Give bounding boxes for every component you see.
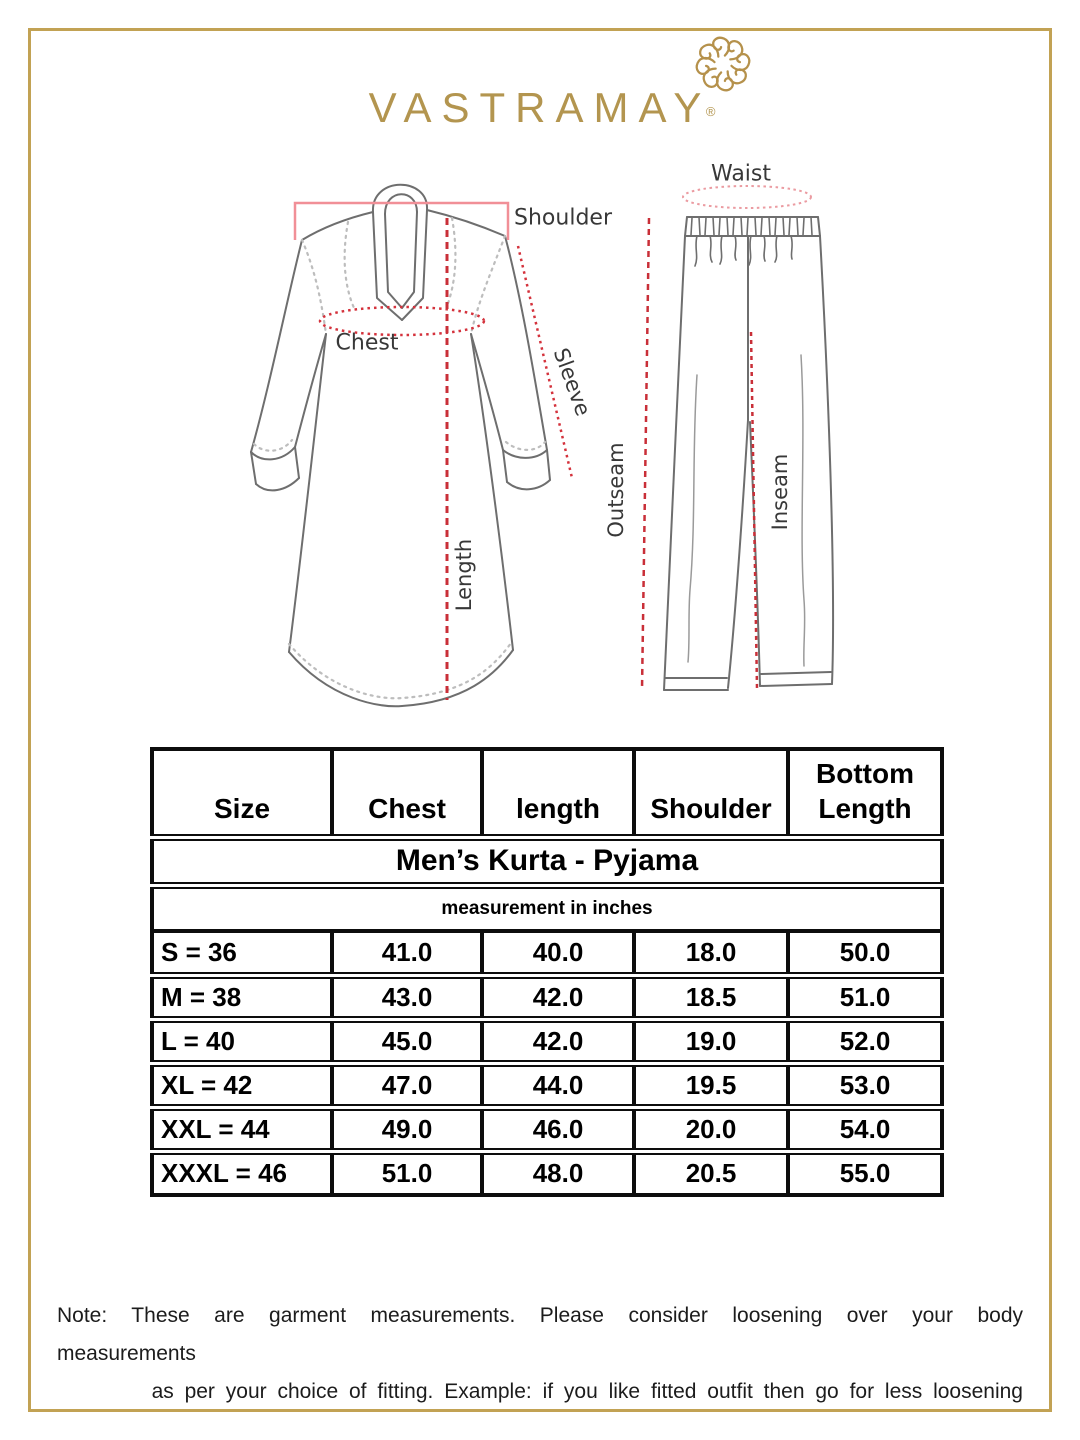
chest-cell: 43.0 xyxy=(330,973,484,1023)
chest-cell: 51.0 xyxy=(330,1149,484,1197)
shoulder-label: Shoulder xyxy=(514,205,612,231)
table-subtitle: measurement in inches xyxy=(150,883,944,933)
chest-cell: 41.0 xyxy=(330,929,484,979)
bottom-length-cell: 54.0 xyxy=(786,1105,944,1155)
chest-cell: 45.0 xyxy=(330,1017,484,1067)
waist-label: Waist xyxy=(710,161,772,187)
length-cell: 42.0 xyxy=(480,1017,636,1067)
column-header-length: length xyxy=(480,747,636,841)
note-line-1: Note: These are garment measurements. Pl… xyxy=(57,1304,1023,1365)
shoulder-cell: 20.5 xyxy=(632,1149,790,1197)
chest-cell: 49.0 xyxy=(330,1105,484,1155)
size-cell: M = 38 xyxy=(150,973,334,1023)
length-cell: 42.0 xyxy=(480,973,636,1023)
length-cell: 46.0 xyxy=(480,1105,636,1155)
bottom-length-cell: 50.0 xyxy=(786,929,944,979)
chest-label: Chest xyxy=(335,330,399,356)
length-label: Length xyxy=(452,538,476,612)
size-cell: L = 40 xyxy=(150,1017,334,1067)
table-row: L = 40 45.0 42.0 19.0 52.0 xyxy=(150,1017,944,1067)
table-title: Men’s Kurta - Pyjama xyxy=(150,835,944,889)
table-row: XL = 42 47.0 44.0 19.5 53.0 xyxy=(150,1061,944,1111)
size-chart-table: Men’s Kurta - Pyjama measurement in inch… xyxy=(150,747,944,1197)
bottom-length-cell: 52.0 xyxy=(786,1017,944,1067)
brand-header: VASTRAMAY ® xyxy=(0,36,1080,132)
pyjama-drawing xyxy=(640,185,835,691)
bottom-length-cell: 51.0 xyxy=(786,973,944,1023)
table-row: S = 36 41.0 40.0 18.0 50.0 xyxy=(150,929,944,979)
column-header-chest: Chest xyxy=(330,747,484,841)
measurement-diagram: Shoulder Chest Sleeve Length Waist Outse… xyxy=(0,150,1080,750)
chest-cell: 47.0 xyxy=(330,1061,484,1111)
column-header-bottom-length: Bottom Length xyxy=(786,747,944,841)
kurta-drawing xyxy=(250,183,574,708)
size-cell: S = 36 xyxy=(150,929,334,979)
bottom-length-cell: 55.0 xyxy=(786,1149,944,1197)
measurement-note: Note: These are garment measurements. Pl… xyxy=(57,1297,1023,1411)
length-cell: 40.0 xyxy=(480,929,636,979)
bottom-length-cell: 53.0 xyxy=(786,1061,944,1111)
floral-ornament-icon xyxy=(696,36,751,92)
shoulder-cell: 19.0 xyxy=(632,1017,790,1067)
size-cell: XL = 42 xyxy=(150,1061,334,1111)
note-line-2: as per your choice of fitting. Example: … xyxy=(151,1380,1023,1403)
table-row: XXL = 44 49.0 46.0 20.0 54.0 xyxy=(150,1105,944,1155)
length-cell: 44.0 xyxy=(480,1061,636,1111)
shoulder-cell: 19.5 xyxy=(632,1061,790,1111)
shoulder-cell: 20.0 xyxy=(632,1105,790,1155)
table-header-row: Size Chest length Shoulder Bottom Length xyxy=(150,747,944,841)
table-row: M = 38 43.0 42.0 18.5 51.0 xyxy=(150,973,944,1023)
table-subtitle-row: measurement in inches xyxy=(150,883,944,933)
brand-logo-text: VASTRAMAY xyxy=(368,84,712,131)
length-cell: 48.0 xyxy=(480,1149,636,1197)
outseam-label: Outseam xyxy=(604,442,628,538)
table-title-row: Men’s Kurta - Pyjama xyxy=(150,835,944,889)
column-header-size: Size xyxy=(150,747,334,841)
column-header-shoulder: Shoulder xyxy=(632,747,790,841)
registered-trademark-symbol: ® xyxy=(705,104,716,119)
shoulder-cell: 18.5 xyxy=(632,973,790,1023)
inseam-label: Inseam xyxy=(768,453,792,531)
size-cell: XXXL = 46 xyxy=(150,1149,334,1197)
shoulder-cell: 18.0 xyxy=(632,929,790,979)
table-row: XXXL = 46 51.0 48.0 20.5 55.0 xyxy=(150,1149,944,1197)
size-cell: XXL = 44 xyxy=(150,1105,334,1155)
